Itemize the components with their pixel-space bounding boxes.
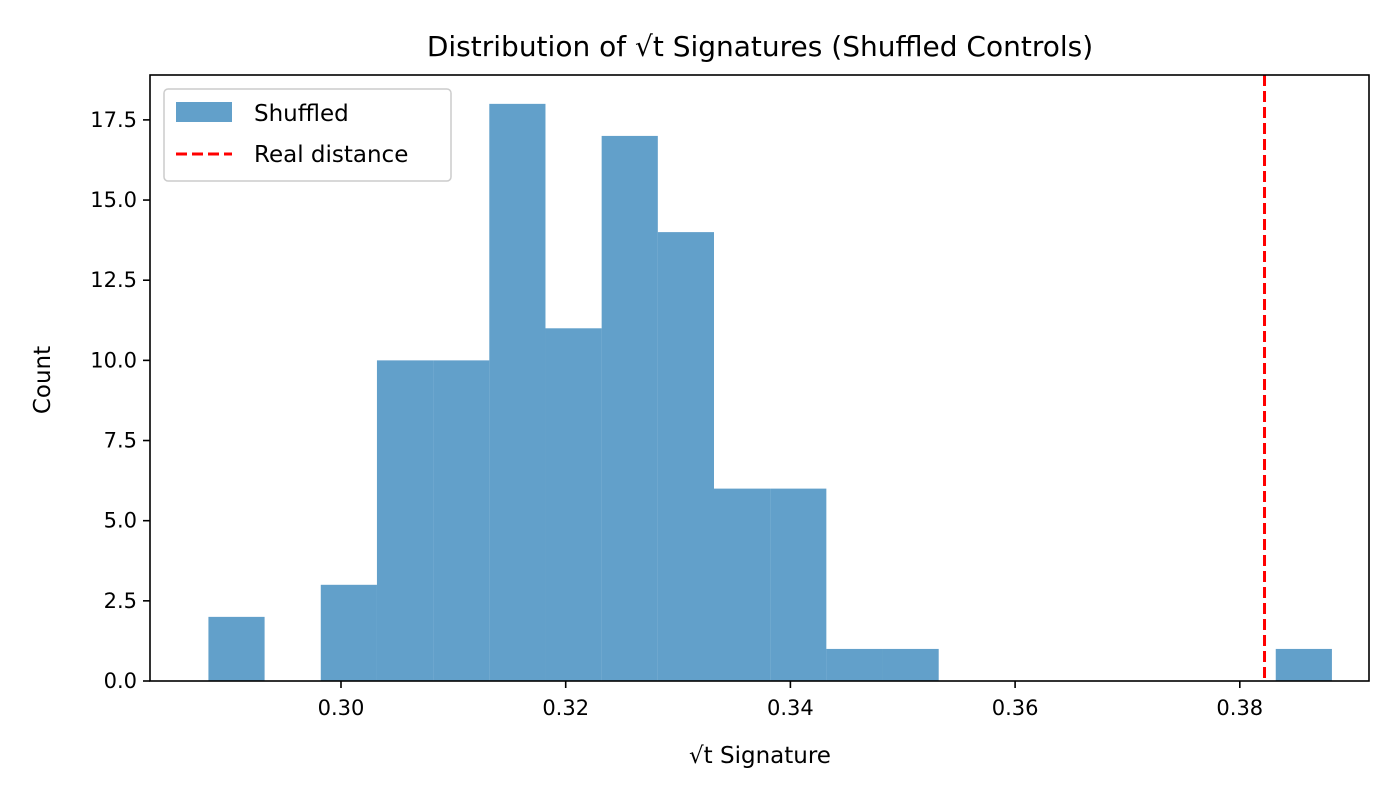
histogram-bar: [376, 360, 434, 681]
x-tick-label: 0.32: [542, 696, 589, 720]
chart-title: Distribution of √t Signatures (Shuffled …: [427, 30, 1093, 63]
x-tick-label: 0.36: [992, 696, 1039, 720]
histogram-bar: [489, 103, 546, 682]
y-tick-label: 17.5: [90, 108, 137, 132]
x-axis-label: √t Signature: [689, 743, 831, 769]
y-tick-label: 15.0: [90, 188, 137, 212]
y-tick-label: 0.0: [104, 669, 137, 693]
histogram-bar: [713, 488, 771, 681]
histogram-bar: [1275, 648, 1332, 681]
histogram-bar: [882, 648, 939, 681]
y-tick-label: 7.5: [104, 429, 137, 453]
histogram-bar: [601, 135, 658, 681]
histogram-bar: [433, 360, 490, 681]
histogram-bar: [320, 584, 377, 681]
plot-area-frame: [149, 74, 1370, 682]
x-tick-label: 0.38: [1216, 696, 1263, 720]
histogram-bar: [826, 648, 883, 681]
histogram-bar: [208, 616, 265, 681]
y-axis-ticks: 0.0 2.5 5.0 7.5 10.0 12.5 15.0 17.5: [90, 108, 150, 693]
histogram-bar: [545, 328, 602, 681]
y-tick-label: 12.5: [90, 268, 137, 292]
y-tick-label: 5.0: [104, 509, 137, 533]
legend-box: [163, 88, 452, 182]
x-tick-label: 0.34: [767, 696, 814, 720]
legend-label-real-distance: Real distance: [254, 142, 408, 168]
histogram-bar: [657, 232, 714, 681]
bars-layer: [208, 103, 1332, 682]
y-axis-label: Count: [30, 346, 56, 414]
x-tick-label: 0.30: [318, 696, 365, 720]
y-tick-label: 10.0: [90, 348, 137, 372]
y-tick-label: 2.5: [104, 589, 137, 613]
legend-swatch-shuffled: [176, 102, 232, 122]
legend-label-shuffled: Shuffled: [254, 101, 349, 127]
legend: Shuffled Real distance: [163, 88, 452, 182]
x-axis-ticks: 0.30 0.32 0.34 0.36 0.38: [318, 681, 1263, 720]
histogram-bar: [770, 488, 827, 681]
